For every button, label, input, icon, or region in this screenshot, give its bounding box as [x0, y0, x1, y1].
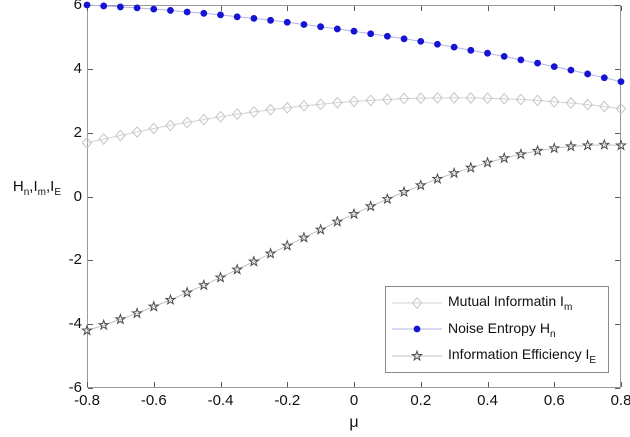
x-axis-label: μ	[349, 414, 359, 431]
legend-label: Information Efficiency IE	[448, 345, 597, 366]
x-tick-label: -0.8	[74, 392, 100, 409]
x-tick-label: 0.8	[610, 392, 630, 409]
y-axis-label: Hn,Im,IE	[12, 178, 61, 198]
x-tick-label: 0.2	[410, 392, 432, 409]
y-tick-label: 2	[73, 123, 82, 141]
legend-entry-1: Noise Entropy Hn	[386, 316, 608, 342]
x-tick-label: -0.2	[274, 392, 301, 409]
y-tick-label: 4	[73, 59, 82, 77]
x-tick-label: -0.6	[140, 392, 167, 409]
diamond-marker-icon	[392, 297, 442, 310]
y-tick-label: 0	[73, 187, 82, 205]
legend-label: Noise Entropy Hn	[448, 319, 556, 340]
y-tick-label: -2	[68, 251, 82, 269]
x-tick-label: 0.4	[477, 392, 498, 409]
legend-entry-0: Mutual Informatin Im	[386, 290, 608, 316]
x-tick-label: 0	[349, 392, 359, 409]
y-tick-label: -6	[68, 379, 82, 396]
series-markers-2	[80, 138, 628, 336]
series-markers-1	[83, 1, 625, 85]
series-line-1	[86, 4, 622, 83]
y-tick-label: 6	[73, 0, 82, 13]
axis-box	[87, 5, 621, 388]
series-line-2	[86, 144, 622, 332]
y-tick-label: -4	[68, 315, 82, 333]
star-marker-icon	[392, 349, 442, 361]
x-tick-label: -0.4	[207, 392, 234, 409]
legend: Mutual Informatin Im Noise Entropy Hn Info…	[385, 286, 609, 373]
legend-entry-2: Information Efficiency IE	[386, 343, 608, 369]
x-tick-label: 0.6	[543, 392, 565, 409]
series-line-0	[86, 97, 622, 144]
legend-label: Mutual Informatin Im	[448, 293, 573, 314]
dot-marker-icon	[392, 326, 442, 333]
series-markers-0	[81, 91, 627, 149]
